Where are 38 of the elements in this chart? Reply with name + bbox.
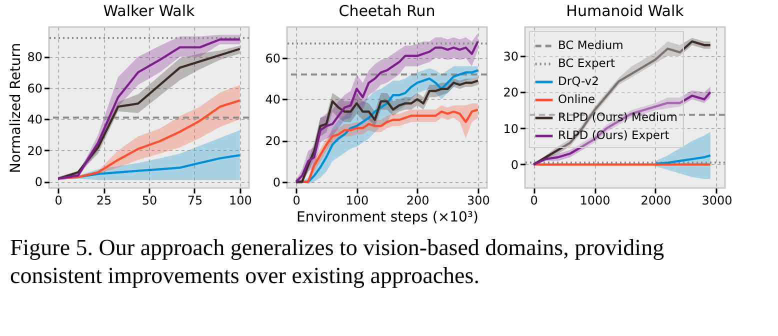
x-tick-label: 0 <box>530 194 538 208</box>
chart-title: Walker Walk <box>103 2 196 20</box>
x-tick-label: 300 <box>466 194 490 208</box>
x-tick-label: 25 <box>96 194 112 208</box>
legend-label: BC Medium <box>558 38 624 52</box>
y-tick-label: 20 <box>27 144 42 158</box>
y-tick-label: 60 <box>265 51 280 66</box>
y-tick-label: 20 <box>265 134 280 148</box>
legend-label: BC Expert <box>558 56 616 70</box>
caption: Figure 5. Our approach generalizes to vision-based domains, providing consistent improvements over existing approaches. <box>10 234 666 290</box>
chart-title: Humanoid Walk <box>566 2 684 20</box>
y-tick-label: 0 <box>510 158 518 172</box>
y-tick-label: 10 <box>503 122 518 136</box>
y-tick-label: 20 <box>503 86 518 100</box>
x-tick-label: 200 <box>406 194 430 208</box>
x-tick-label: 0 <box>54 194 62 208</box>
legend-label: DrQ-v2 <box>558 74 599 88</box>
x-axis-title: Environment steps (×10³) <box>296 210 478 226</box>
x-tick-label: 75 <box>187 194 203 208</box>
y-tick-label: 0 <box>34 175 42 190</box>
legend-label: RLPD (Ours) Medium <box>558 110 678 124</box>
y-tick-label: 60 <box>27 81 42 96</box>
legend-label: Online <box>558 92 596 106</box>
line-series <box>654 154 712 165</box>
y-tick-label: 80 <box>27 50 42 64</box>
y-tick-label: 40 <box>265 92 280 107</box>
y-tick-label: 40 <box>27 112 42 127</box>
x-tick-label: 1000 <box>580 194 610 208</box>
x-tick-label: 100 <box>346 194 369 208</box>
x-tick-label: 0 <box>292 194 300 208</box>
y-axis-title: Normalized Return <box>8 42 24 174</box>
x-tick-label: 100 <box>228 194 252 208</box>
y-tick-label: 0 <box>272 175 280 190</box>
chart-title: Cheetah Run <box>338 2 436 20</box>
y-tick-label: 30 <box>503 49 518 64</box>
x-tick-label: 50 <box>142 194 158 208</box>
x-tick-label: 2000 <box>640 194 672 208</box>
x-tick-label: 3000 <box>702 194 732 208</box>
